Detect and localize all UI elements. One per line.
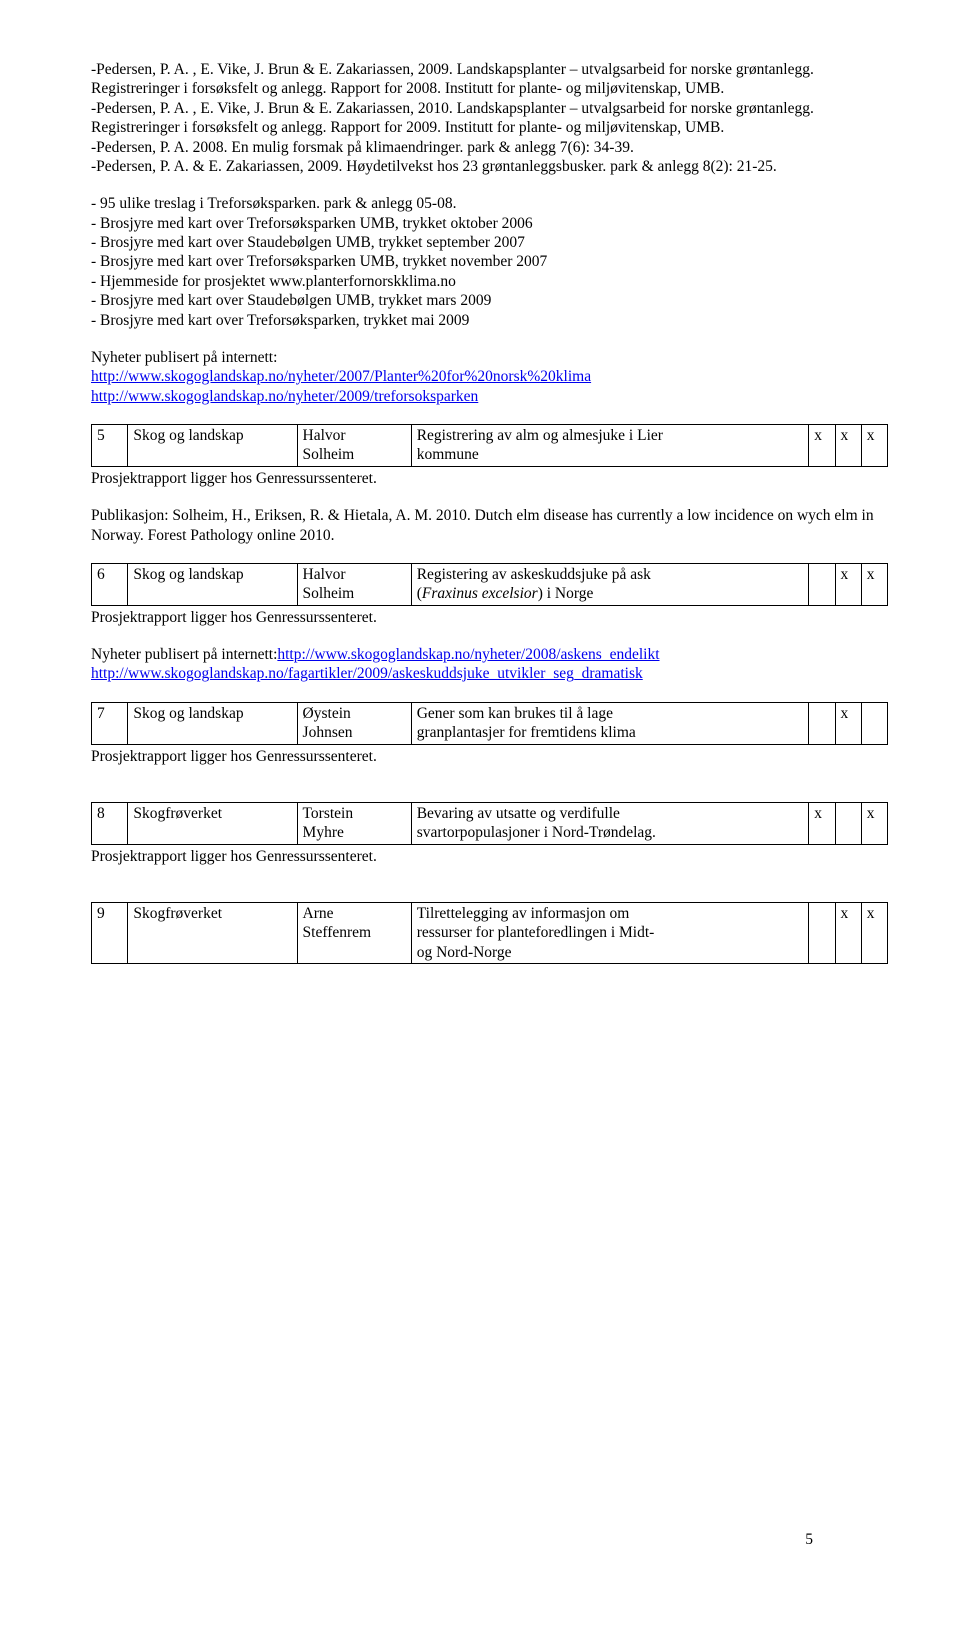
- desc-line: Registering av askeskuddsjuke på ask: [417, 566, 651, 583]
- list-item: - Brosjyre med kart over Staudebølgen UM…: [91, 291, 888, 310]
- news-inline-prefix: Nyheter publisert på internett:: [91, 646, 277, 663]
- project-report-note: Prosjektrapport ligger hos Genressurssen…: [91, 847, 888, 866]
- description: Registering av askeskuddsjuke på ask (Fr…: [411, 563, 809, 605]
- row-number: 5: [92, 425, 128, 467]
- desc-line: svartorpopulasjoner i Nord-Trøndelag.: [417, 824, 656, 841]
- news-heading: Nyheter publisert på internett:: [91, 348, 888, 367]
- institution: Skogfrøverket: [128, 802, 297, 844]
- table-row: 6 Skog og landskap Halvor Solheim Regist…: [92, 563, 888, 605]
- list-item: - Brosjyre med kart over Treforsøksparke…: [91, 214, 888, 233]
- desc-line: Registrering av alm og almesjuke i Lier: [417, 427, 663, 444]
- check-col-2: x: [835, 563, 861, 605]
- name-line: Halvor: [303, 427, 346, 444]
- reference-paragraph: -Pedersen, P. A. & E. Zakariassen, 2009.…: [91, 157, 888, 176]
- institution: Skogfrøverket: [128, 903, 297, 964]
- check-col-1: x: [809, 425, 835, 467]
- contact-name: Øystein Johnsen: [297, 702, 411, 744]
- name-line: Arne: [303, 905, 334, 922]
- news-links-block-2: Nyheter publisert på internett:http://ww…: [91, 645, 888, 684]
- page-number: 5: [805, 1530, 813, 1549]
- institution: Skog og landskap: [128, 425, 297, 467]
- project-table-row-8: 8 Skogfrøverket Torstein Myhre Bevaring …: [91, 802, 888, 845]
- list-item: - 95 ulike treslag i Treforsøksparken. p…: [91, 194, 888, 213]
- list-item: - Brosjyre med kart over Staudebølgen UM…: [91, 233, 888, 252]
- desc-line: Bevaring av utsatte og verdifulle: [417, 805, 620, 822]
- check-col-2: x: [835, 425, 861, 467]
- desc-line: og Nord-Norge: [417, 944, 512, 961]
- project-table-row-9: 9 Skogfrøverket Arne Steffenrem Tilrette…: [91, 902, 888, 964]
- project-table-row-5: 5 Skog og landskap Halvor Solheim Regist…: [91, 424, 888, 467]
- check-col-2: [835, 802, 861, 844]
- table-row: 7 Skog og landskap Øystein Johnsen Gener…: [92, 702, 888, 744]
- name-line: Solheim: [303, 585, 355, 602]
- project-table-row-7: 7 Skog og landskap Øystein Johnsen Gener…: [91, 702, 888, 745]
- project-report-note: Prosjektrapport ligger hos Genressurssen…: [91, 747, 888, 766]
- check-col-3: x: [861, 425, 887, 467]
- check-col-1: x: [809, 802, 835, 844]
- news-link-4[interactable]: http://www.skogoglandskap.no/fagartikler…: [91, 665, 643, 682]
- species-name: Fraxinus excelsior: [422, 585, 538, 602]
- reference-paragraph: -Pedersen, P. A. , E. Vike, J. Brun & E.…: [91, 99, 888, 138]
- check-col-2: x: [835, 702, 861, 744]
- desc-line: kommune: [417, 446, 479, 463]
- institution: Skog og landskap: [128, 702, 297, 744]
- news-link-2[interactable]: http://www.skogoglandskap.no/nyheter/200…: [91, 388, 478, 405]
- desc-line: granplantasjer for fremtidens klima: [417, 724, 636, 741]
- name-line: Steffenrem: [303, 924, 372, 941]
- desc-text: ) i Norge: [538, 585, 594, 602]
- check-col-1: [809, 702, 835, 744]
- row-number: 8: [92, 802, 128, 844]
- row-number: 9: [92, 903, 128, 964]
- news-links-block: Nyheter publisert på internett: http://w…: [91, 348, 888, 406]
- description: Registrering av alm og almesjuke i Lier …: [411, 425, 809, 467]
- table-row: 9 Skogfrøverket Arne Steffenrem Tilrette…: [92, 903, 888, 964]
- check-col-3: x: [861, 903, 887, 964]
- project-report-note: Prosjektrapport ligger hos Genressurssen…: [91, 469, 888, 488]
- publication-sentence: Publikasjon: Solheim, H., Eriksen, R. & …: [91, 506, 888, 545]
- check-col-3: [861, 702, 887, 744]
- list-item: - Hjemmeside for prosjektet www.planterf…: [91, 272, 888, 291]
- name-line: Johnsen: [303, 724, 353, 741]
- name-line: Solheim: [303, 446, 355, 463]
- name-line: Halvor: [303, 566, 346, 583]
- description: Bevaring av utsatte og verdifulle svarto…: [411, 802, 809, 844]
- name-line: Myhre: [303, 824, 344, 841]
- bullet-list: - 95 ulike treslag i Treforsøksparken. p…: [91, 194, 888, 330]
- project-table-row-6: 6 Skog og landskap Halvor Solheim Regist…: [91, 563, 888, 606]
- reference-paragraph: -Pedersen, P. A. , E. Vike, J. Brun & E.…: [91, 60, 888, 99]
- row-number: 7: [92, 702, 128, 744]
- description: Tilrettelegging av informasjon om ressur…: [411, 903, 809, 964]
- contact-name: Torstein Myhre: [297, 802, 411, 844]
- check-col-1: [809, 563, 835, 605]
- list-item: - Brosjyre med kart over Treforsøksparke…: [91, 252, 888, 271]
- check-col-3: x: [861, 563, 887, 605]
- table-row: 5 Skog og landskap Halvor Solheim Regist…: [92, 425, 888, 467]
- contact-name: Halvor Solheim: [297, 425, 411, 467]
- name-line: Torstein: [303, 805, 354, 822]
- name-line: Øystein: [303, 705, 351, 722]
- project-report-note: Prosjektrapport ligger hos Genressurssen…: [91, 608, 888, 627]
- description: Gener som kan brukes til å lage granplan…: [411, 702, 809, 744]
- check-col-1: [809, 903, 835, 964]
- news-link-1[interactable]: http://www.skogoglandskap.no/nyheter/200…: [91, 368, 591, 385]
- desc-line: Tilrettelegging av informasjon om: [417, 905, 630, 922]
- table-row: 8 Skogfrøverket Torstein Myhre Bevaring …: [92, 802, 888, 844]
- reference-paragraph: -Pedersen, P. A. 2008. En mulig forsmak …: [91, 138, 888, 157]
- contact-name: Halvor Solheim: [297, 563, 411, 605]
- contact-name: Arne Steffenrem: [297, 903, 411, 964]
- news-link-3[interactable]: http://www.skogoglandskap.no/nyheter/200…: [277, 646, 659, 663]
- check-col-3: x: [861, 802, 887, 844]
- desc-line: Gener som kan brukes til å lage: [417, 705, 613, 722]
- institution: Skog og landskap: [128, 563, 297, 605]
- list-item: - Brosjyre med kart over Treforsøksparke…: [91, 311, 888, 330]
- desc-line: ressurser for planteforedlingen i Midt-: [417, 924, 655, 941]
- row-number: 6: [92, 563, 128, 605]
- check-col-2: x: [835, 903, 861, 964]
